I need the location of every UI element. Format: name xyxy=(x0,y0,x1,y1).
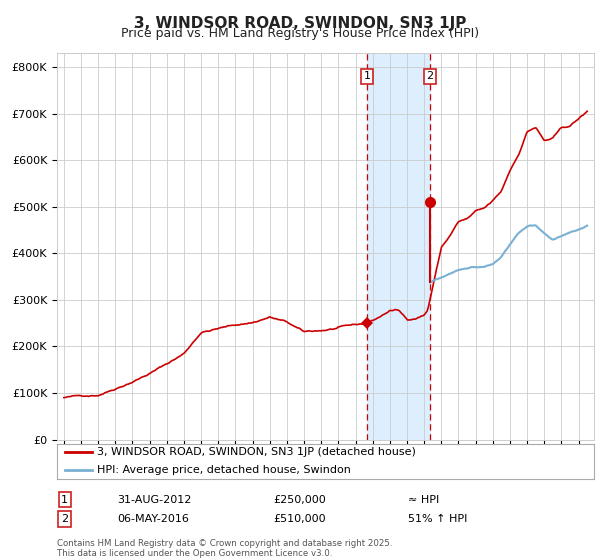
Text: 3, WINDSOR ROAD, SWINDON, SN3 1JP: 3, WINDSOR ROAD, SWINDON, SN3 1JP xyxy=(134,16,466,31)
Text: 3, WINDSOR ROAD, SWINDON, SN3 1JP (detached house): 3, WINDSOR ROAD, SWINDON, SN3 1JP (detac… xyxy=(97,447,416,458)
Text: 06-MAY-2016: 06-MAY-2016 xyxy=(117,514,189,524)
Text: £250,000: £250,000 xyxy=(273,494,326,505)
Text: £510,000: £510,000 xyxy=(273,514,326,524)
Text: 2: 2 xyxy=(427,71,434,81)
Text: ≈ HPI: ≈ HPI xyxy=(408,494,439,505)
Text: 31-AUG-2012: 31-AUG-2012 xyxy=(117,494,191,505)
Text: 2: 2 xyxy=(61,514,68,524)
Text: 1: 1 xyxy=(364,71,371,81)
Text: 1: 1 xyxy=(61,494,68,505)
Text: Contains HM Land Registry data © Crown copyright and database right 2025.
This d: Contains HM Land Registry data © Crown c… xyxy=(57,539,392,558)
Text: 51% ↑ HPI: 51% ↑ HPI xyxy=(408,514,467,524)
Bar xyxy=(367,53,430,440)
Text: HPI: Average price, detached house, Swindon: HPI: Average price, detached house, Swin… xyxy=(97,465,351,475)
Text: Price paid vs. HM Land Registry's House Price Index (HPI): Price paid vs. HM Land Registry's House … xyxy=(121,27,479,40)
